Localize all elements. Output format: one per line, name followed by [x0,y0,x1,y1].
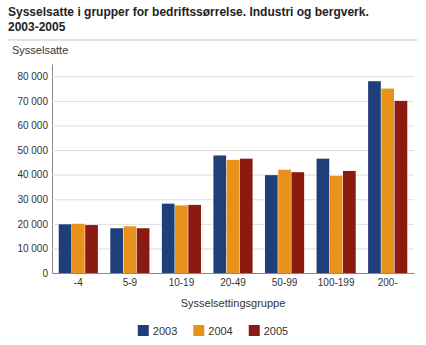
legend-swatch [138,325,149,336]
bar [330,176,343,273]
bar-series [59,81,381,273]
x-tick: 10-19 [169,277,195,288]
bar [110,228,123,273]
grid-line [52,101,414,102]
x-tick-label: 100-199 [318,277,355,288]
x-tick: 200- [378,277,398,288]
legend-item: 2005 [249,325,288,337]
y-axis-label: Sysselsatte [12,44,68,56]
y-tick-label: 50 000 [17,145,48,156]
y-tick-label: 0 [42,268,48,279]
x-tick-label: -4 [74,277,83,288]
legend: 2003 2004 2005 [138,325,288,337]
bar [188,205,201,273]
y-tick-label: 40 000 [17,169,48,180]
bar [381,89,394,273]
subtitle: 2003-2005 [8,20,66,34]
bar [343,171,356,273]
y-tick-label: 60 000 [17,120,48,131]
x-tick: 100-199 [318,277,355,288]
bar [85,225,98,273]
x-axis: -4 5-9 10-19 20-49 50-99 100-199 200- [53,274,415,289]
legend-swatch [249,325,260,336]
x-tick-label: 20-49 [220,277,246,288]
bar [240,159,253,273]
y-axis: 0 10 000 20 000 30 000 40 000 50 000 60 000 70 … [17,65,414,279]
x-tick-label: 50-99 [272,277,298,288]
bar [395,101,408,273]
plot: 0 10 000 20 000 30 000 40 000 50 000 60 000 70 … [17,65,414,289]
bar [124,226,137,273]
grid-line [52,125,414,126]
y-tick-label: 70 000 [17,96,48,107]
y-axis-line [52,65,53,274]
bar [72,224,85,273]
bar-series [72,89,394,273]
x-tick-label: 200- [378,277,398,288]
x-tick: 20-49 [220,277,246,288]
y-tick: 60 000 [17,120,414,131]
legend-label: 2003 [153,325,177,337]
grid-line [52,150,414,151]
y-tick-label: 10 000 [17,243,48,254]
x-tick: 50-99 [272,277,298,288]
bar [175,205,188,273]
x-axis-label: Sysselsettingsgruppe [181,297,286,309]
chart: Sysselsatte i grupper for bedriftssørrel… [0,0,426,345]
bar [265,175,278,273]
x-tick: -4 [74,277,83,288]
legend-label: 2004 [208,325,232,337]
grid-line [52,76,414,77]
legend-item: 2003 [138,325,177,337]
legend-item: 2004 [193,325,232,337]
x-tick: 5-9 [123,277,138,288]
y-tick-label: 80 000 [17,71,48,82]
x-tick-label: 5-9 [123,277,138,288]
bars [59,81,408,273]
x-axis-line [53,273,415,274]
separator [8,40,418,41]
y-tick: 80 000 [17,71,414,82]
title: Sysselsatte i grupper for bedriftssørrel… [8,5,369,19]
y-tick-label: 20 000 [17,219,48,230]
bar [137,228,150,273]
bar [291,172,304,273]
legend-swatch [193,325,204,336]
y-tick-label: 30 000 [17,194,48,205]
bar [213,155,226,273]
bar [368,81,381,273]
x-tick-label: 10-19 [169,277,195,288]
y-tick: 50 000 [17,145,414,156]
grid-line [52,273,414,274]
bar-series [85,101,407,273]
bar [59,224,72,273]
bar [162,204,175,273]
legend-label: 2005 [264,325,288,337]
bar [227,160,240,273]
y-tick: 70 000 [17,96,414,107]
bar [278,170,291,273]
bar [317,159,330,273]
